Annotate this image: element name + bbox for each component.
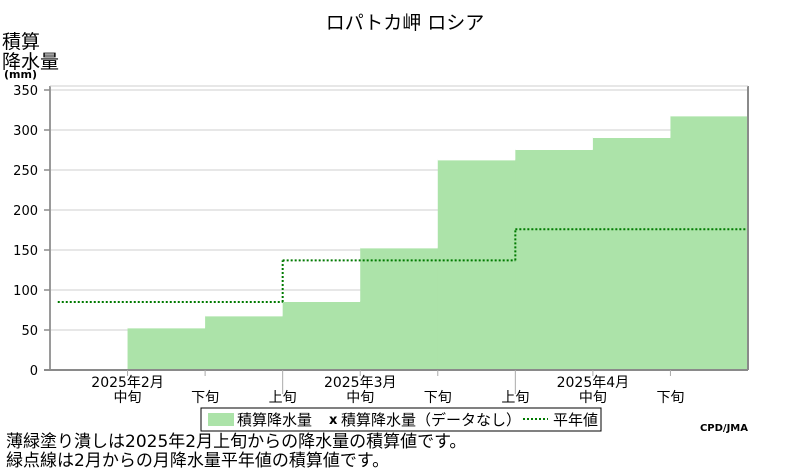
bar-6	[515, 149, 594, 370]
y-tick-label-5: 250	[13, 164, 38, 179]
accumulated-precipitation-area	[127, 114, 749, 370]
legend-swatch-accumulated	[208, 413, 234, 426]
x-tick-label-3: 中旬	[346, 390, 374, 406]
x-tick-label-4: 下旬	[424, 390, 452, 406]
y-axis-ticks: 0 50 100 150 200 250 300 350	[13, 84, 50, 379]
legend-box	[200, 407, 602, 432]
chart-title: ロパトカ岬 ロシア	[326, 12, 485, 34]
y-tick-label-2: 100	[13, 284, 38, 299]
legend-label-missing: 積算降水量（データなし）	[341, 411, 521, 429]
x-tick-label-2: 上旬	[269, 390, 297, 406]
bar-7	[592, 137, 671, 370]
y-axis-label-line-2: 降水量	[2, 51, 59, 73]
legend-missing-marker: x	[329, 413, 338, 428]
y-tick-label-0: 0	[30, 364, 38, 379]
bar-8	[670, 115, 749, 370]
legend-label-accumulated: 積算降水量	[237, 411, 312, 429]
legend-label-normal: 平年値	[553, 411, 598, 429]
x-month-label-0: 2025年2月	[91, 375, 164, 391]
x-tick-label-5: 上旬	[501, 390, 529, 406]
x-tick-label-6: 中旬	[579, 390, 607, 406]
plot-frame	[44, 85, 749, 371]
y-tick-label-1: 50	[21, 324, 38, 339]
y-tick-label-4: 200	[13, 204, 38, 219]
y-axis-label-line-1: 積算	[2, 31, 40, 53]
y-axis-unit: (mm)	[4, 68, 37, 81]
normal-precipitation-line	[57, 228, 748, 303]
x-tick-label-7: 下旬	[656, 390, 684, 406]
legend: 積算降水量 x 積算降水量（データなし） 平年値	[200, 407, 602, 432]
bar-1	[127, 327, 206, 370]
note-dotted: 緑点線は2月からの月降水量平年値の積算値です。	[6, 451, 390, 471]
x-month-label-2: 2025年4月	[557, 375, 630, 391]
bar-4	[360, 247, 439, 370]
y-tick-label-6: 300	[13, 124, 38, 139]
x-tick-label-0: 中旬	[114, 390, 142, 406]
x-month-label-1: 2025年3月	[324, 375, 397, 391]
x-axis-ticks: 中旬 下旬 上旬 中旬 下旬 上旬 中旬 下旬 2025年2月 2025年3月 2025年4月	[91, 370, 684, 406]
bar-5	[437, 159, 516, 370]
bar-3	[282, 301, 361, 370]
y-tick-label-3: 150	[13, 244, 38, 259]
bar-2	[205, 315, 284, 370]
y-tick-label-7: 350	[13, 84, 38, 99]
x-tick-label-1: 下旬	[191, 390, 219, 406]
note-fill: 薄緑塗り潰しは2025年2月上旬からの降水量の積算値です。	[6, 432, 467, 452]
credit: CPD/JMA	[700, 423, 748, 434]
